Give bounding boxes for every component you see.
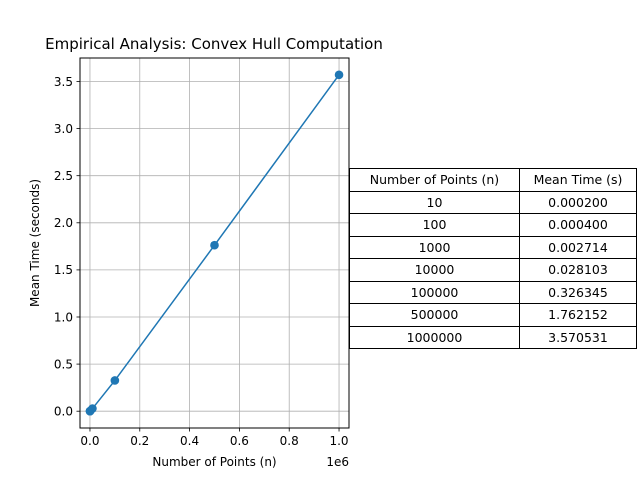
chart-title: Empirical Analysis: Convex Hull Computat…: [45, 35, 383, 53]
table-cell-n: 100000: [349, 280, 520, 304]
x-axis-label: Number of Points (n): [152, 455, 276, 469]
data-point: [88, 404, 97, 413]
table-cell-mean-time: 0.028103: [519, 258, 637, 282]
y-tick-label: 2.0: [54, 216, 73, 230]
y-tick-label: 0.5: [54, 357, 73, 371]
table-cell-n: 1000000: [349, 325, 520, 349]
grid: [80, 58, 349, 428]
ticks: 0.0 0.2 0.4 0.6 0.8 1.0 0.0 0.5 1.0 1.5 2.0 2.5 3.0 3…: [54, 75, 349, 448]
x-tick-label: 0.4: [180, 434, 199, 448]
table-header-cell: Number of Points (n): [349, 168, 520, 192]
table-cell-n: 10: [349, 190, 520, 214]
data-point: [110, 376, 120, 385]
table-cell-mean-time: 0.000400: [519, 213, 637, 237]
table-row: 500000 1.762152: [349, 303, 637, 327]
data-point: [210, 240, 219, 250]
y-axis-label: Mean Time (seconds): [28, 179, 42, 307]
data-table: Number of Points (n) Mean Time (s) 10 0.0…: [349, 168, 637, 349]
x-tick-label: 0.6: [230, 434, 249, 448]
table-row: 1000000 3.570531: [349, 325, 637, 349]
table-row: 10 0.000200: [349, 190, 637, 214]
series-layer: [85, 70, 344, 416]
y-tick-label: 2.5: [54, 169, 73, 183]
table-body: 10 0.000200 100 0.000400 1000 0.002714 10000 0.…: [349, 190, 637, 349]
table-cell-n: 500000: [349, 303, 520, 327]
y-tick-label: 3.0: [54, 122, 73, 136]
table-cell-mean-time: 1.762152: [519, 303, 637, 327]
table-header-row: Number of Points (n) Mean Time (s): [349, 168, 637, 192]
table-cell-mean-time: 3.570531: [519, 325, 637, 349]
table-cell-mean-time: 0.000200: [519, 190, 637, 214]
table-cell-mean-time: 0.002714: [519, 235, 637, 259]
y-tick-label: 1.0: [54, 310, 73, 324]
x-tick-label: 0.2: [130, 434, 149, 448]
y-tick-label: 1.5: [54, 263, 73, 277]
table-row: 100000 0.326345: [349, 280, 637, 304]
table-row: 100 0.000400: [349, 213, 637, 237]
table-cell-n: 1000: [349, 235, 520, 259]
y-tick-label: 3.5: [54, 75, 73, 89]
table-header-cell: Mean Time (s): [519, 168, 637, 192]
x-tick-label: 0.0: [80, 434, 99, 448]
table-cell-n: 100: [349, 213, 520, 237]
data-point: [334, 70, 344, 80]
x-axis-offset-label: 1e6: [326, 455, 349, 469]
x-tick-label: 0.8: [280, 434, 299, 448]
y-tick-label: 0.0: [54, 405, 73, 419]
table-row: 10000 0.028103: [349, 258, 637, 282]
table-cell-n: 10000: [349, 258, 520, 282]
table-row: 1000 0.002714: [349, 235, 637, 259]
x-tick-label: 1.0: [329, 434, 348, 448]
table-cell-mean-time: 0.326345: [519, 280, 637, 304]
